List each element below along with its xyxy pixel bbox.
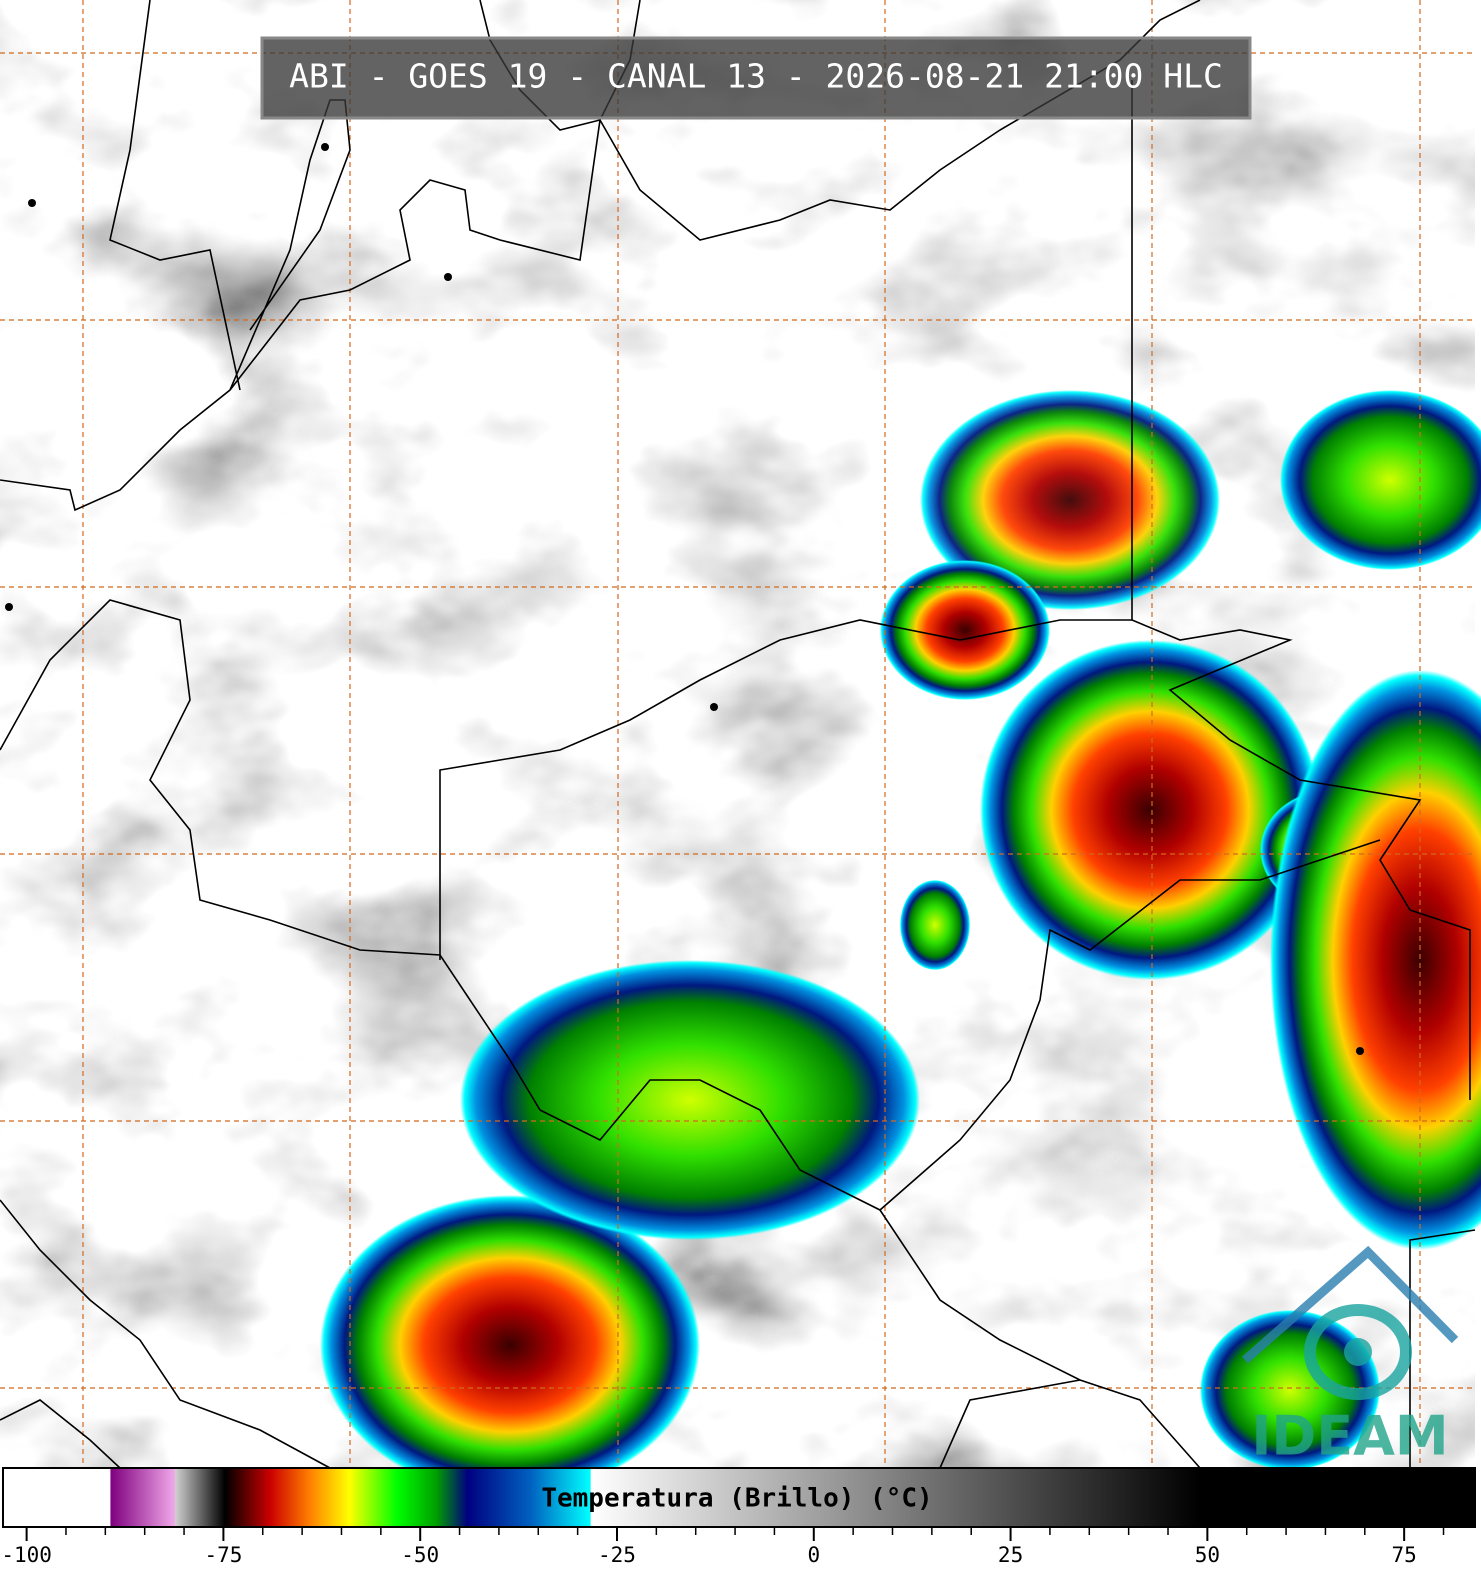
logo-text: IDEAM — [1251, 1405, 1448, 1468]
tick-label: 0 — [807, 1543, 820, 1567]
tick-label: 25 — [998, 1543, 1023, 1567]
title: ABI - GOES 19 - CANAL 13 - 2026-08-21 21… — [289, 57, 1223, 96]
tick-label: 75 — [1392, 1543, 1417, 1567]
cities — [5, 143, 1364, 1055]
logo: IDEAM — [1242, 1245, 1459, 1468]
map: IDEAM — [0, 0, 1481, 1495]
tick-label: -100 — [1, 1543, 52, 1567]
borders — [0, 0, 1476, 1469]
title-box: ABI - GOES 19 - CANAL 13 - 2026-08-21 21… — [260, 36, 1252, 120]
tick-label: -25 — [598, 1543, 636, 1567]
graticule — [0, 0, 1475, 1468]
tick-label: -50 — [401, 1543, 439, 1567]
tick-label: 50 — [1195, 1543, 1220, 1567]
colorbar-label: Temperatura (Brillo) (°C) — [541, 1484, 932, 1514]
colorbar: Temperatura (Brillo) (°C) -100 -75 -50 -25 0… — [1, 1467, 1476, 1567]
tick-label: -75 — [204, 1543, 242, 1567]
